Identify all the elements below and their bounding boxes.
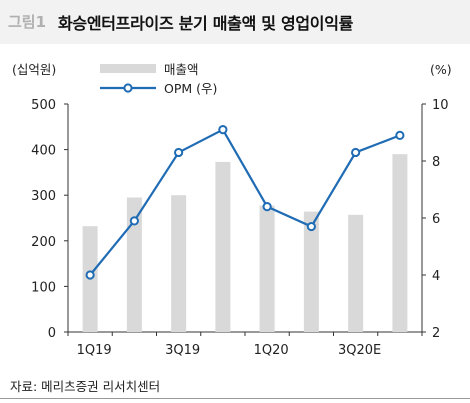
revenue-bar bbox=[392, 154, 408, 332]
left-tick-label: 0 bbox=[48, 326, 56, 341]
revenue-bar bbox=[171, 195, 187, 332]
left-tick-label: 300 bbox=[31, 189, 56, 204]
right-tick-label: 8 bbox=[432, 155, 440, 170]
opm-point bbox=[85, 270, 95, 280]
legend-marker-opm bbox=[123, 83, 133, 93]
legend-label-opm: OPM (우) bbox=[164, 81, 217, 96]
footer-divider bbox=[0, 398, 470, 399]
source-note: 자료: 메리츠증권 리서치센터 bbox=[10, 379, 161, 394]
opm-point bbox=[395, 130, 405, 140]
legend-swatch-revenue bbox=[100, 64, 156, 73]
opm-point bbox=[129, 216, 139, 226]
revenue-bar bbox=[303, 211, 319, 332]
right-tick-label: 10 bbox=[432, 98, 449, 113]
left-axis-unit: (십억원) bbox=[12, 62, 56, 77]
legend-label-revenue: 매출액 bbox=[164, 62, 199, 77]
x-tick-label: 1Q20 bbox=[254, 343, 289, 358]
right-tick-label: 4 bbox=[432, 269, 440, 284]
revenue-bar bbox=[126, 197, 142, 332]
revenue-bar bbox=[259, 205, 275, 332]
opm-line bbox=[89, 128, 401, 276]
x-tick-label: 3Q20E bbox=[338, 343, 381, 358]
opm-point bbox=[351, 147, 361, 158]
right-tick-label: 2 bbox=[432, 326, 440, 341]
left-tick-label: 100 bbox=[31, 280, 56, 295]
x-tick-label: 3Q19 bbox=[165, 343, 200, 358]
right-axis-unit: (%) bbox=[430, 62, 452, 77]
left-tick-label: 500 bbox=[31, 98, 56, 113]
left-tick-label: 400 bbox=[31, 144, 56, 159]
figure-header: 그림1 화승엔터프라이즈 분기 매출액 및 영업이익률 bbox=[0, 0, 470, 44]
opm-point bbox=[174, 147, 184, 158]
chart-area: 0 100 200 300 400 500 2 4 6 8 10 1Q19 3Q19 1Q20 3Q20E (… bbox=[12, 62, 452, 358]
opm-point bbox=[262, 202, 272, 212]
revenue-bar bbox=[348, 214, 364, 332]
x-tick-label: 1Q19 bbox=[77, 343, 112, 358]
opm-point bbox=[306, 221, 316, 232]
revenue-bar bbox=[215, 161, 231, 332]
left-tick-label: 200 bbox=[31, 235, 56, 250]
opm-point bbox=[218, 125, 228, 135]
figure-label: 그림1 bbox=[8, 13, 47, 31]
right-tick-label: 6 bbox=[432, 212, 440, 227]
chart-title: 화승엔터프라이즈 분기 매출액 및 영업이익률 bbox=[58, 14, 354, 33]
